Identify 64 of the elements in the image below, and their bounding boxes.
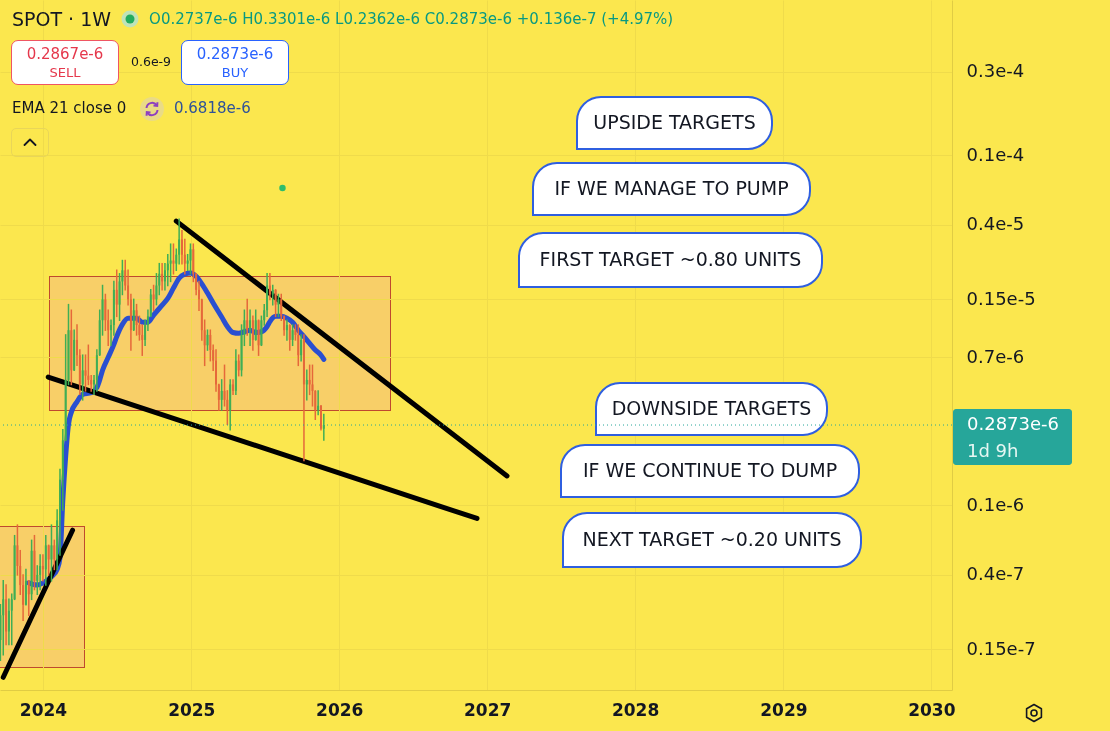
annotation: DOWNSIDE TARGETS [611, 397, 812, 419]
candlestick [291, 324, 294, 347]
x-tick-label: 2026 [316, 699, 364, 720]
y-tick-label: 0.15e-7 [966, 637, 1036, 659]
text: 1d 9h [967, 440, 1019, 462]
annotation: EMA 21 close 0 [12, 99, 127, 117]
candlestick [311, 364, 314, 407]
candlestick [246, 298, 249, 336]
annotation: 0.6e-9 [131, 54, 172, 69]
candlestick [317, 390, 320, 416]
candlestick [30, 539, 33, 601]
y-tick-label: 0.1e-6 [966, 493, 1025, 515]
annotation: UPSIDE TARGETS [593, 111, 756, 133]
candlestick [257, 319, 260, 356]
candlestick [155, 273, 158, 306]
candlestick [206, 329, 209, 351]
x-tick-label: 2025 [168, 699, 216, 720]
annotation: 0.6818e-6 [174, 99, 251, 117]
text: O0.2737e-6 H0.3301e-6 L0.2362e-6 C0.2873e-6 +0.136e-7 (+4.97%) [149, 9, 674, 28]
y-tick-label: 0.3e-4 [966, 60, 1025, 82]
candlestick [115, 269, 118, 318]
candlestick [237, 354, 240, 377]
annotation: 0.2873e-6 [196, 44, 274, 63]
candlestick [169, 243, 172, 283]
candlestick [274, 289, 277, 318]
x-tick-label: 2028 [611, 699, 660, 720]
candlestick [152, 284, 155, 312]
buy-button: 0.2873e-6 BUY [181, 40, 289, 85]
annotation: FIRST TARGET ~0.80 UNITS [539, 248, 802, 270]
chart-title: SPOT · 1W [12, 7, 112, 30]
candlestick [172, 243, 175, 275]
candlestick [27, 580, 30, 617]
candlestick [50, 524, 53, 582]
candlestick [300, 334, 303, 362]
x-tick-label: 2027 [463, 699, 512, 720]
candlestick [322, 413, 325, 441]
y-tick-label: 0.1e-4 [966, 143, 1025, 165]
y-tick-label: 0.15e-5 [966, 287, 1036, 309]
annotation: IF WE CONTINUE TO DUMP [582, 459, 838, 481]
candlestick [81, 354, 84, 401]
x-tick-label: 2030 [908, 699, 956, 720]
candlestick [285, 319, 288, 341]
candlestick [288, 324, 291, 351]
candlestick [220, 379, 223, 411]
x-tick-label: 2029 [760, 699, 808, 720]
candlestick [297, 324, 300, 367]
y-tick-label: 0.4e-5 [966, 213, 1025, 235]
candlestick [189, 243, 192, 275]
y-tick-label: 0.4e-7 [966, 563, 1025, 585]
annotation: IF WE MANAGE TO PUMP [554, 177, 789, 199]
candlestick [132, 298, 135, 331]
candlestick [33, 534, 36, 591]
candlestick [53, 539, 56, 571]
sell-button: 0.2867e-6 SELL [11, 40, 119, 85]
x-tick-label: 2024 [19, 699, 68, 720]
annotation: SELL [49, 64, 81, 80]
annotation: BUY [221, 64, 249, 80]
candlestick [277, 293, 280, 318]
candlestick [47, 544, 50, 576]
annotation: NEXT TARGET ~0.20 UNITS [582, 528, 842, 550]
y-tick-label: 0.7e-6 [966, 345, 1025, 367]
candlestick [254, 309, 257, 341]
ref-line-label: 0.2873e-6 [967, 413, 1060, 435]
annotation: 0.2867e-6 [26, 44, 104, 63]
